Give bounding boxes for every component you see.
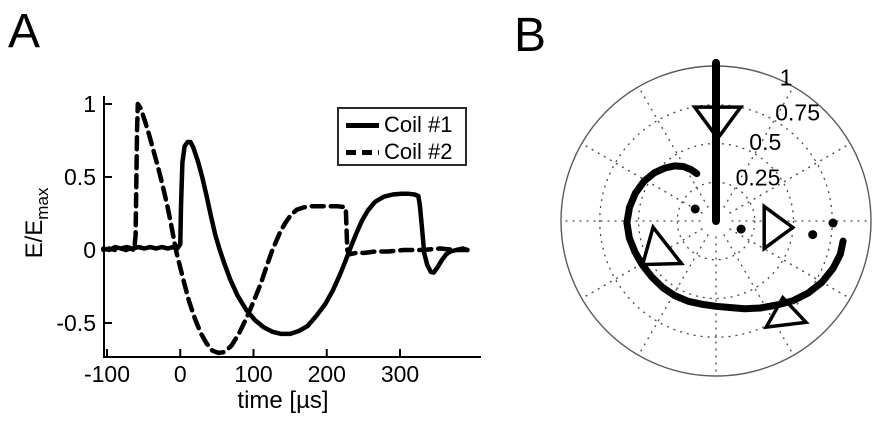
x-axis-label: time [µs] [237, 387, 328, 414]
legend-solid-line-sample [346, 122, 379, 128]
panel-a-label: A [8, 5, 41, 58]
polar-grid-spoke [637, 86, 709, 208]
legend-item-coil2: Coil #2 [346, 141, 458, 163]
trajectory-dot [690, 204, 700, 214]
legend-coil2-label: Coil #2 [384, 139, 453, 164]
coil1-curve [101, 139, 470, 337]
y-axis-label: E/Emax [21, 188, 53, 259]
coil2-curve [101, 101, 470, 356]
x-tick-label: 300 [381, 361, 419, 387]
direction-arrow [763, 294, 810, 330]
axes-spines [103, 96, 481, 358]
polar-grid-spoke [723, 234, 795, 356]
panel-b-label: B [514, 9, 547, 62]
trajectory-spiral [623, 162, 847, 313]
direction-arrow [640, 223, 685, 267]
x-tick-label: 200 [308, 361, 346, 387]
x-tick-label: -100 [84, 361, 130, 387]
legend-item-coil1: Coil #1 [346, 114, 458, 136]
direction-arrow [762, 203, 796, 252]
polar-ring-label: 0.25 [736, 165, 781, 191]
y-tick-label: -0.5 [56, 310, 96, 336]
trajectory-dot [736, 224, 746, 234]
trajectory-dot [828, 218, 838, 228]
y-tick-label: 0 [83, 237, 96, 263]
x-tick-label: 100 [234, 361, 272, 387]
legend-coil1-label: Coil #1 [384, 112, 453, 137]
y-tick-label: 1 [83, 91, 96, 117]
trajectory-dot [808, 230, 818, 240]
legend-dashed-line-sample [346, 149, 379, 155]
polar-ring-label: 0.75 [775, 100, 820, 126]
y-axis-label-sub: max [32, 187, 52, 220]
polar-ring-label: 1 [780, 65, 793, 91]
polar-ring-label: 0.5 [749, 129, 781, 155]
legend: Coil #1 Coil #2 [337, 107, 467, 166]
x-tick-label: 0 [174, 361, 187, 387]
y-tick-label: 0.5 [64, 164, 96, 190]
y-axis-label-main: E/E [21, 219, 49, 259]
